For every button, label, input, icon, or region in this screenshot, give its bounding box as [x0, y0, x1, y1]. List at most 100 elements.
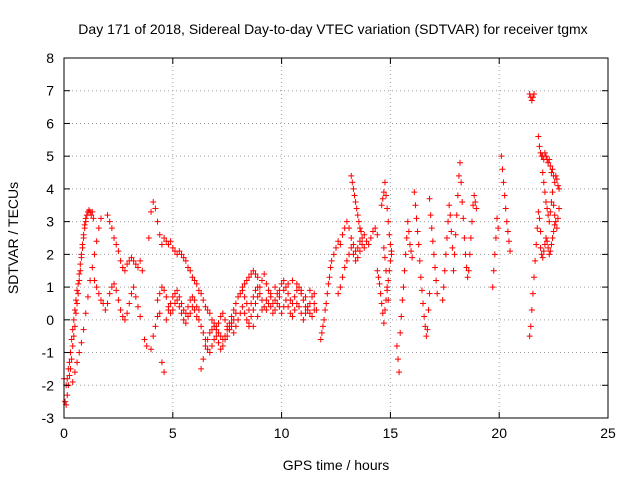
data-point	[70, 333, 77, 340]
data-point	[263, 280, 270, 287]
data-point	[261, 303, 268, 310]
data-point	[528, 307, 535, 313]
data-point	[495, 225, 502, 232]
data-point	[550, 202, 557, 209]
data-point	[66, 359, 73, 366]
data-point	[200, 356, 207, 363]
data-point	[167, 238, 174, 245]
data-point	[421, 313, 428, 320]
x-tick-label: 0	[60, 425, 68, 441]
data-point	[400, 284, 407, 291]
y-tick-label: 5	[46, 148, 54, 164]
data-point	[541, 241, 548, 248]
data-point	[76, 277, 83, 284]
y-tick-label: -2	[42, 377, 55, 393]
data-point	[539, 254, 546, 261]
data-point	[401, 267, 408, 274]
y-tick-label: -1	[42, 345, 55, 361]
data-point	[399, 297, 406, 304]
data-point	[72, 310, 79, 317]
data-point	[130, 257, 137, 264]
data-point	[351, 192, 358, 199]
y-axis-label: SDTVAR / TECUs	[5, 182, 21, 294]
data-point	[422, 323, 429, 330]
data-point	[143, 343, 150, 349]
data-point	[176, 248, 183, 255]
data-point	[241, 280, 248, 287]
data-point	[470, 202, 477, 209]
data-point	[141, 336, 148, 343]
data-point	[256, 290, 263, 297]
data-point	[352, 257, 359, 264]
data-point	[306, 287, 313, 294]
data-point	[124, 261, 131, 268]
data-point	[158, 241, 165, 248]
data-point	[397, 329, 404, 336]
data-point	[272, 284, 279, 291]
x-axis-label: GPS time / hours	[283, 457, 390, 473]
data-point	[219, 343, 226, 349]
data-point	[304, 303, 311, 310]
data-point	[296, 303, 303, 310]
data-point	[547, 248, 554, 255]
data-point	[426, 195, 433, 202]
data-point	[446, 202, 453, 209]
data-point	[104, 300, 111, 307]
data-point	[102, 307, 109, 313]
data-point	[80, 326, 87, 333]
data-point	[547, 163, 554, 169]
data-point	[187, 310, 194, 317]
data-point	[348, 235, 355, 241]
tick-labels: 0 5 10 15 20 25 -3 -2 -1 0 1 2 3 4 5 6 7 8	[42, 50, 616, 441]
data-point	[198, 323, 205, 330]
data-point	[533, 241, 540, 248]
data-point	[69, 379, 76, 385]
data-point	[285, 290, 292, 297]
data-point	[245, 320, 252, 327]
data-point	[491, 251, 498, 258]
data-point	[219, 310, 226, 317]
data-point	[215, 339, 222, 346]
data-point	[126, 300, 133, 307]
data-point	[287, 310, 294, 317]
data-point	[265, 287, 272, 294]
data-point	[176, 303, 183, 310]
data-point	[150, 333, 157, 340]
data-point	[551, 179, 558, 186]
data-point	[463, 264, 470, 271]
data-point	[208, 316, 215, 323]
data-point	[539, 169, 546, 176]
data-point	[198, 290, 205, 297]
data-point	[536, 143, 543, 150]
data-point	[501, 192, 508, 199]
data-point	[545, 159, 552, 166]
data-point	[542, 153, 549, 160]
data-point	[453, 212, 460, 219]
x-tick-label: 20	[491, 425, 507, 441]
data-point	[276, 293, 283, 300]
data-point	[254, 274, 261, 281]
data-point	[189, 293, 196, 300]
data-point	[254, 284, 261, 291]
data-point	[335, 290, 342, 297]
data-point	[180, 307, 187, 313]
data-point	[490, 267, 497, 274]
data-point	[492, 235, 499, 241]
data-point	[395, 356, 402, 363]
data-point	[115, 297, 122, 304]
data-point	[108, 225, 115, 232]
data-point	[74, 359, 81, 366]
data-point	[527, 323, 534, 330]
data-point	[154, 218, 161, 225]
data-point	[121, 316, 128, 323]
data-point	[354, 212, 361, 219]
data-point	[74, 287, 81, 294]
data-point	[248, 313, 255, 320]
data-point	[375, 274, 382, 281]
data-point	[119, 313, 126, 320]
data-point	[293, 280, 300, 287]
data-point	[352, 199, 359, 205]
data-point	[369, 228, 376, 235]
data-point	[464, 274, 471, 281]
